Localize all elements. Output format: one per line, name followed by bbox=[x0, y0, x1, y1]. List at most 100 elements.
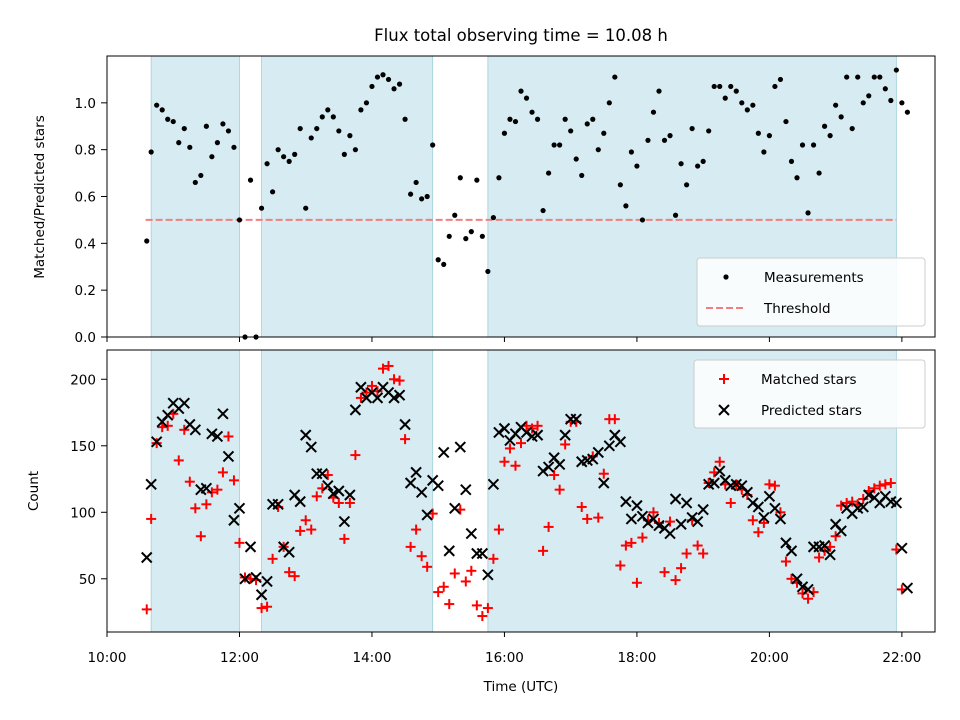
x-stroke-b bbox=[454, 441, 466, 453]
x-stroke-b bbox=[780, 537, 792, 549]
measurement-point bbox=[363, 100, 370, 106]
matched-star-point bbox=[466, 565, 477, 576]
x-stroke-b bbox=[653, 519, 665, 532]
x-stroke-b bbox=[294, 495, 306, 508]
matched-star-point bbox=[681, 548, 692, 559]
x-stroke-b bbox=[542, 461, 555, 473]
x-stroke-b bbox=[167, 397, 179, 409]
predicted-star-point bbox=[454, 441, 466, 453]
matched-star-point bbox=[141, 604, 152, 615]
predicted-star-point bbox=[785, 545, 798, 557]
measurement-point bbox=[170, 118, 176, 125]
predicted-star-point bbox=[150, 436, 163, 448]
matched-star-point bbox=[493, 524, 504, 535]
measurement-point bbox=[849, 125, 855, 132]
matched-star-point bbox=[477, 611, 488, 622]
legend-dot bbox=[723, 274, 729, 280]
x-stroke-b bbox=[857, 501, 869, 513]
measurement-point bbox=[601, 130, 607, 136]
predicted-stars-points bbox=[141, 381, 914, 601]
x-stroke-b bbox=[145, 478, 157, 491]
x-stroke-b bbox=[189, 424, 202, 436]
bottom-x-axis-ticks: 10:00 12:00 14:00 16:00 18:00 20:00 22:00 bbox=[88, 632, 921, 666]
measurement-point bbox=[247, 177, 254, 183]
predicted-star-point bbox=[680, 497, 693, 509]
x-stroke-b bbox=[476, 547, 489, 560]
predicted-star-point bbox=[404, 477, 417, 489]
predicted-star-point bbox=[763, 490, 776, 503]
matched-star-point bbox=[714, 456, 725, 467]
y-tick-label: 1.0 bbox=[75, 96, 96, 112]
measurement-point bbox=[562, 116, 568, 122]
matched-star-point bbox=[786, 573, 797, 584]
legend-matched-marker bbox=[719, 374, 729, 384]
x-stroke-b bbox=[141, 551, 153, 564]
predicted-star-point bbox=[752, 501, 765, 513]
measurement-point bbox=[374, 74, 381, 80]
x-stroke-b bbox=[426, 474, 439, 487]
matched-star-point bbox=[769, 480, 780, 491]
measurement-point bbox=[330, 114, 336, 120]
legend-threshold-label: Threshold bbox=[763, 301, 831, 317]
x-stroke-b bbox=[393, 389, 406, 401]
measurement-point bbox=[639, 217, 646, 223]
measurement-point bbox=[529, 109, 535, 115]
predicted-star-point bbox=[653, 519, 665, 532]
matched-star-point bbox=[615, 560, 626, 571]
measurement-point bbox=[275, 147, 281, 153]
matched-star-point bbox=[620, 540, 631, 551]
matched-star-point bbox=[753, 527, 764, 538]
measurement-point bbox=[667, 133, 673, 139]
measurement-point bbox=[700, 158, 706, 164]
matched-star-point bbox=[162, 420, 173, 431]
measurement-point bbox=[810, 142, 817, 148]
x-tick-label: 20:00 bbox=[750, 650, 789, 666]
y-tick-label: 50 bbox=[79, 572, 96, 588]
x-stroke-b bbox=[404, 477, 417, 489]
measurement-point bbox=[352, 147, 358, 153]
matched-star-point bbox=[504, 443, 515, 454]
matched-star-point bbox=[405, 541, 416, 552]
predicted-star-point bbox=[305, 441, 317, 453]
matched-star-point bbox=[609, 414, 620, 425]
measurement-point bbox=[154, 102, 160, 108]
matched-star-point bbox=[576, 501, 587, 512]
matched-star-point bbox=[361, 387, 372, 398]
matched-star-point bbox=[747, 515, 758, 526]
x-tick-label: 14:00 bbox=[353, 650, 392, 666]
matched-star-point bbox=[637, 532, 648, 543]
measurement-point bbox=[805, 210, 811, 216]
measurement-point bbox=[877, 74, 883, 80]
matched-star-point bbox=[543, 521, 554, 532]
predicted-star-point bbox=[603, 440, 616, 452]
predicted-star-point bbox=[774, 513, 787, 525]
x-stroke-b bbox=[382, 386, 395, 399]
matched-star-point bbox=[725, 497, 736, 508]
x-stroke-b bbox=[498, 422, 511, 435]
measurement-point bbox=[148, 149, 154, 155]
predicted-star-point bbox=[824, 549, 836, 561]
measurement-point bbox=[634, 163, 640, 169]
x-stroke-b bbox=[625, 513, 638, 525]
measurement-point bbox=[369, 83, 375, 90]
top-x-axis-ticks bbox=[106, 337, 903, 342]
predicted-star-point bbox=[421, 509, 433, 521]
x-stroke-b bbox=[736, 479, 748, 492]
y-tick-label: 100 bbox=[70, 505, 96, 521]
matched-star-point bbox=[306, 524, 317, 535]
measurement-point bbox=[733, 88, 739, 94]
measurement-point bbox=[540, 207, 546, 214]
x-stroke-b bbox=[686, 511, 698, 524]
x-stroke-b bbox=[829, 518, 842, 530]
x-stroke-b bbox=[658, 522, 671, 534]
measurement-point bbox=[236, 217, 243, 223]
x-stroke-b bbox=[598, 477, 610, 489]
predicted-star-point bbox=[141, 551, 153, 564]
predicted-star-point bbox=[901, 582, 914, 594]
x-axis-label: Time (UTC) bbox=[483, 679, 559, 695]
predicted-star-point bbox=[371, 392, 384, 404]
x-stroke-b bbox=[537, 465, 549, 477]
measurement-point bbox=[176, 140, 182, 146]
matched-star-point bbox=[593, 512, 604, 523]
